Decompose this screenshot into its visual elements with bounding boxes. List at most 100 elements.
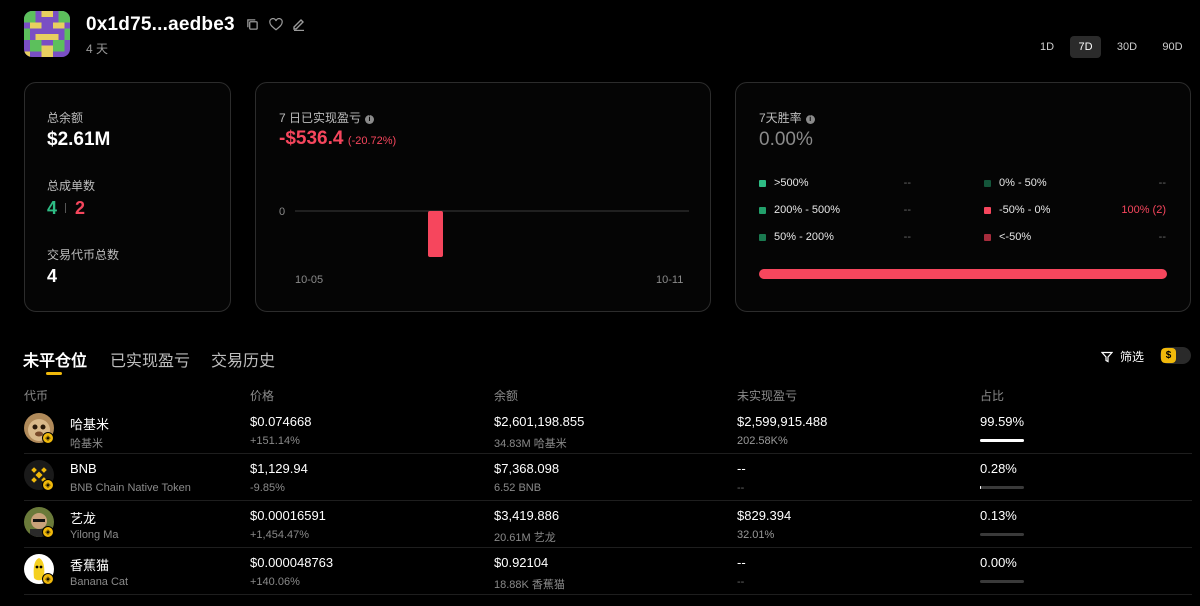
unrealized-pnl-pct: -- <box>737 482 745 494</box>
row-divider <box>24 594 1192 595</box>
winrate-bucket: 50% - 200% <box>759 231 834 243</box>
price-change: +1,454.47% <box>250 529 310 541</box>
pnl-bar-10-08[interactable] <box>428 211 443 257</box>
winrate-label-wrap: 7天胜率 i <box>759 109 815 126</box>
filter-icon <box>1101 351 1113 362</box>
bucket-label: 50% - 200% <box>774 231 834 243</box>
token-balance-amount: 6.52 BNB <box>494 482 542 494</box>
token-name[interactable]: 艺龙 <box>70 511 97 526</box>
orders-buy: 4 <box>47 198 58 218</box>
bucket-value: -- <box>903 177 911 189</box>
price-change: +140.06% <box>250 576 300 588</box>
tab-underline <box>46 372 62 375</box>
token-balance-amount: 18.88K 香蕉猫 <box>494 579 565 591</box>
dollar-icon: $ <box>1161 348 1176 363</box>
share-pct: 0.00% <box>980 555 1017 570</box>
th-price: 价格 <box>250 389 275 403</box>
pnl-value: -$536.4 <box>279 128 344 149</box>
row-divider <box>24 500 1192 501</box>
bucket-color-swatch <box>984 233 991 241</box>
orders-divider <box>65 203 66 213</box>
price-change: -9.85% <box>250 482 285 494</box>
orders-label: 总成单数 <box>47 179 96 193</box>
pnl-label-wrap: 7 日已实现盈亏 i <box>279 109 375 126</box>
pnl-value-wrap: -$536.4 (-20.72%) <box>279 128 396 150</box>
range-7d[interactable]: 7D <box>1070 36 1101 58</box>
wallet-address: 0x1d75...aedbe3 <box>86 14 235 35</box>
wallet-age: 4 天 <box>86 42 109 56</box>
copy-icon[interactable] <box>244 16 260 32</box>
winrate-bucket: 0% - 50% <box>984 177 1047 189</box>
info-icon[interactable]: i <box>365 115 375 124</box>
tab-realized-pnl[interactable]: 已实现盈亏 <box>110 353 191 370</box>
token-fullname: BNB Chain Native Token <box>70 482 191 494</box>
bucket-value: -- <box>1158 177 1166 189</box>
token-name[interactable]: 哈基米 <box>70 417 110 432</box>
winrate-bar <box>759 269 1167 279</box>
bucket-label: <-50% <box>999 231 1032 243</box>
unrealized-pnl: $2,599,915.488 <box>737 414 828 429</box>
pnl-pct: (-20.72%) <box>347 135 397 147</box>
share-pct: 0.13% <box>980 508 1017 523</box>
filter-label: 筛选 <box>1120 350 1145 364</box>
token-balance: $0.92104 <box>494 555 549 570</box>
token-balance: $7,368.098 <box>494 461 560 476</box>
share-pct: 99.59% <box>980 414 1025 429</box>
bucket-label: -50% - 0% <box>999 204 1051 216</box>
share-bar <box>980 439 1024 442</box>
winrate-label: 7天胜率 <box>759 111 802 125</box>
token-price: $0.000048763 <box>250 555 334 570</box>
unrealized-pnl: $829.394 <box>737 508 792 523</box>
tokens-value: 4 <box>47 266 58 286</box>
bsc-chain-icon: ◈ <box>42 573 54 585</box>
th-unrealized-pnl: 未实现盈亏 <box>737 389 798 403</box>
bucket-color-swatch <box>984 179 991 187</box>
winrate-bucket: <-50% <box>984 231 1031 243</box>
filter-button[interactable]: 筛选 <box>1101 348 1144 365</box>
bucket-color-swatch <box>984 206 991 214</box>
bsc-chain-icon: ◈ <box>42 479 54 491</box>
tokens-label: 交易代币总数 <box>47 248 120 262</box>
token-fullname: 哈基米 <box>70 438 103 450</box>
token-price: $0.00016591 <box>250 508 326 523</box>
token-balance-amount: 34.83M 哈基米 <box>494 438 567 450</box>
currency-toggle[interactable]: $ <box>1160 347 1191 364</box>
winrate-value: 0.00% <box>759 129 813 150</box>
token-name[interactable]: BNB <box>70 461 97 476</box>
range-1d[interactable]: 1D <box>1039 41 1055 53</box>
token-balance: $3,419.886 <box>494 508 560 523</box>
winrate-bucket: 200% - 500% <box>759 204 840 216</box>
range-30d[interactable]: 30D <box>1116 41 1138 53</box>
unrealized-pnl: -- <box>737 461 746 476</box>
token-price: $1,129.94 <box>250 461 308 476</box>
bsc-chain-icon: ◈ <box>42 432 54 444</box>
heart-icon[interactable] <box>268 16 284 32</box>
bucket-value: -- <box>1158 231 1166 243</box>
winrate-bucket: -50% - 0% <box>984 204 1050 216</box>
pnl-card <box>255 82 711 312</box>
bucket-label: 200% - 500% <box>774 204 841 216</box>
info-icon[interactable]: i <box>805 115 815 124</box>
token-balance: $2,601,198.855 <box>494 414 585 429</box>
pnl-label: 7 日已实现盈亏 <box>279 111 362 125</box>
token-fullname: Yilong Ma <box>70 529 119 541</box>
token-name[interactable]: 香蕉猫 <box>70 558 110 573</box>
balance-value: $2.61M <box>47 129 111 150</box>
tab-open-positions[interactable]: 未平仓位 <box>23 353 88 370</box>
pnl-zero-label: 0 <box>279 206 286 218</box>
bucket-color-swatch <box>759 206 766 214</box>
pnl-end-date: 10-11 <box>656 274 684 286</box>
bsc-chain-icon: ◈ <box>42 526 54 538</box>
orders-sell: 2 <box>75 198 86 218</box>
unrealized-pnl-pct: 32.01% <box>737 529 775 541</box>
range-90d[interactable]: 90D <box>1162 41 1183 53</box>
share-bar <box>980 486 1024 489</box>
row-divider <box>24 453 1192 454</box>
pnl-start-date: 10-05 <box>295 274 324 286</box>
edit-icon[interactable] <box>291 16 307 32</box>
tab-trade-history[interactable]: 交易历史 <box>211 353 276 370</box>
token-fullname: Banana Cat <box>70 576 129 588</box>
share-bar <box>980 580 1024 583</box>
share-pct: 0.28% <box>980 461 1017 476</box>
price-change: +151.14% <box>250 435 300 447</box>
